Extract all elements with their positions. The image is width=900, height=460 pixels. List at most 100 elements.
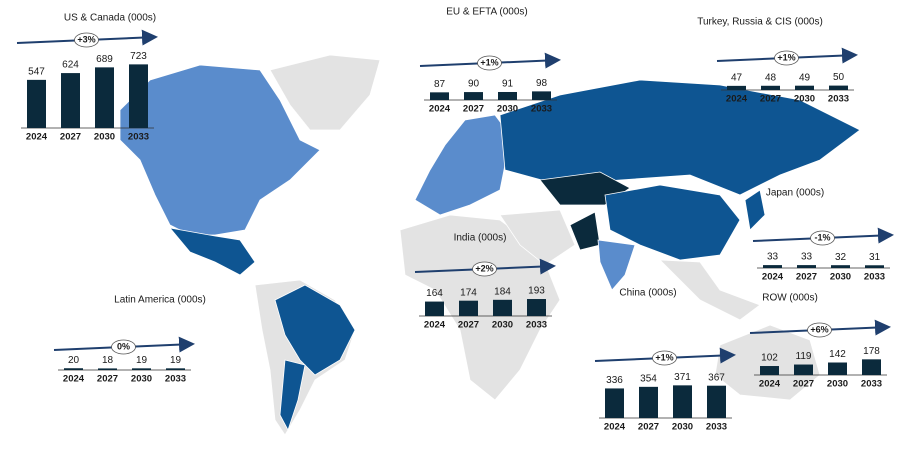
growth-label: +3% [77,34,95,44]
value-label: 47 [731,73,743,84]
growth-badge [652,350,677,366]
value-label: 48 [765,72,777,83]
year-label: 2027 [796,272,817,283]
bar [498,91,517,100]
bar [98,368,117,370]
year-label: 2030 [672,422,693,433]
southeast-asia [658,259,761,321]
growth-badge [74,32,99,48]
value-label: 91 [502,79,514,90]
year-label: 2024 [604,422,626,433]
chart-title: US & Canada (000s) [64,13,156,24]
year-label: 2030 [497,104,518,115]
bar [831,265,850,268]
growth-label: +1% [655,352,673,362]
bar [605,388,624,418]
year-label: 2024 [424,320,446,331]
japan [744,189,766,231]
year-label: 2024 [762,272,784,283]
value-label: 624 [62,60,79,71]
bar [673,385,692,418]
year-label: 2024 [63,374,85,385]
bar [61,73,80,128]
value-label: 32 [835,252,847,263]
year-label: 2027 [60,132,81,143]
growth-badge [810,230,835,246]
chart-title: EU & EFTA (000s) [446,7,528,18]
year-label: 2027 [458,320,479,331]
year-label: 2027 [463,104,484,115]
year-label: 2033 [531,104,552,115]
growth-label: +6% [810,324,828,334]
year-label: 2030 [794,94,815,105]
value-label: 193 [528,286,545,297]
value-label: 33 [801,252,813,263]
year-label: 2024 [759,379,781,390]
year-label: 2030 [94,132,115,143]
year-label: 2027 [793,379,814,390]
brazil [274,284,356,376]
value-label: 20 [68,355,80,366]
value-label: 723 [130,51,147,62]
bar [64,368,83,370]
bar [532,91,551,100]
year-label: 2030 [830,272,851,283]
value-label: 547 [28,67,45,78]
value-label: 184 [494,286,511,297]
year-label: 2033 [706,422,727,433]
value-label: 87 [434,79,446,90]
bar [727,85,746,90]
greenland [269,54,381,131]
growth-label: +1% [480,57,498,67]
bar [639,386,658,418]
bar [430,92,449,100]
growth-label: +1% [777,52,795,62]
growth-label: +2% [475,263,493,273]
bar [794,364,813,375]
value-label: 18 [102,355,114,366]
growth-badge [472,261,497,277]
year-label: 2027 [760,94,781,105]
value-label: 31 [869,252,881,263]
value-label: 354 [640,373,657,384]
bar [795,85,814,90]
bar [132,368,151,370]
bar [129,64,148,128]
bar [829,85,848,90]
value-label: 142 [829,349,846,360]
value-label: 336 [606,375,623,386]
year-label: 2024 [429,104,451,115]
year-label: 2030 [131,374,152,385]
bar [95,67,114,128]
world-map [119,54,861,436]
bar [707,385,726,418]
growth-badge [111,339,136,355]
value-label: 102 [761,353,778,364]
value-label: 164 [426,288,443,299]
year-label: 2033 [861,379,882,390]
year-label: 2027 [638,422,659,433]
bar [459,300,478,316]
value-label: 178 [863,346,880,357]
bar [862,359,881,375]
value-label: 367 [708,372,725,383]
growth-badge [807,322,832,338]
year-label: 2033 [165,374,186,385]
chart-title: Latin America (000s) [114,295,206,306]
growth-label: -1% [814,232,830,242]
chart-title: Turkey, Russia & CIS (000s) [697,17,823,28]
bar [865,265,884,268]
bar [527,299,546,316]
value-label: 119 [796,351,812,362]
europe [414,114,511,216]
value-label: 90 [468,79,480,90]
value-label: 19 [170,355,182,366]
year-label: 2030 [827,379,848,390]
value-label: 33 [767,252,779,263]
mexico [168,227,256,276]
argentina [279,359,306,432]
year-label: 2033 [828,94,849,105]
bar [166,368,185,370]
year-label: 2033 [864,272,885,283]
